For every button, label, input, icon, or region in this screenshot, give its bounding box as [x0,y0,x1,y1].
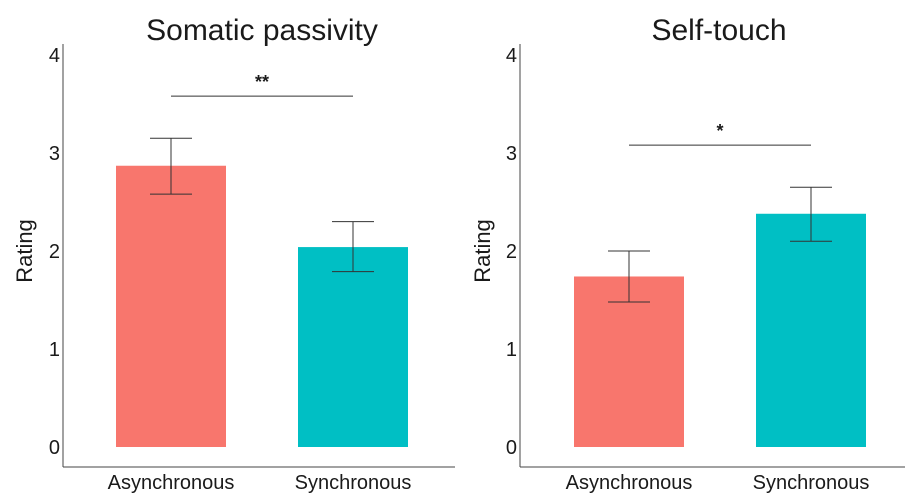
x-category-label: Synchronous [753,472,870,494]
y-tick-label: 3 [506,143,517,165]
bar-synchronous [298,247,408,447]
y-axis-label: Rating [12,219,37,283]
bar-asynchronous [116,165,226,448]
x-category-label: Asynchronous [108,472,235,494]
bar-synchronous [756,213,866,447]
panel-somatic-passivity: Somatic passivity Rating 0 1 2 3 4 Asynchronous… [12,14,455,494]
x-category-label: Asynchronous [566,472,693,494]
y-tick-label: 0 [49,437,60,459]
y-axis-label: Rating [470,219,495,283]
y-tick-label: 0 [506,437,517,459]
chart-title: Self-touch [651,14,786,47]
y-tick-label: 1 [506,339,517,361]
y-tick-label: 4 [49,45,60,67]
y-tick-label: 3 [49,143,60,165]
chart-title: Somatic passivity [146,14,378,47]
y-tick-label: 2 [506,241,517,263]
significance-marker: * [716,121,723,141]
bar-asynchronous [574,276,684,447]
y-tick-label: 4 [506,45,517,67]
panel-self-touch: Self-touch Rating 0 1 2 3 4 Asynchronous Synchro… [470,14,905,494]
y-tick-label: 1 [49,339,60,361]
y-tick-label: 2 [49,241,60,263]
x-category-label: Synchronous [295,472,412,494]
significance-marker: ** [255,72,269,92]
